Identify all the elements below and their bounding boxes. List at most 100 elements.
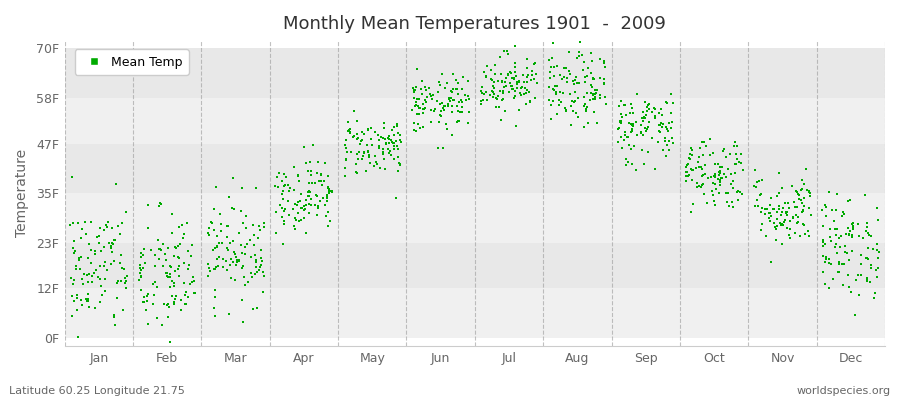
Point [207,206,221,212]
Point [611,139,625,146]
Point [852,292,867,298]
Point [86,279,100,285]
Point [431,89,446,95]
Point [461,92,475,99]
Point [409,128,423,134]
Point [110,295,124,301]
Point [232,258,247,264]
Point [251,234,266,241]
Point [504,83,518,90]
Point [519,73,534,80]
Point [803,193,817,199]
Point [254,247,268,254]
Point [496,96,510,102]
Point [277,220,292,227]
Point [73,266,87,272]
Point [407,95,421,101]
Point [662,120,676,126]
Point [843,196,858,203]
Point [637,114,652,121]
Point [438,84,453,91]
Point [171,254,185,260]
Bar [65,288,885,338]
Point [640,126,654,132]
Point [842,231,856,238]
Point [133,253,148,260]
Point [163,339,177,345]
Point [661,128,675,134]
Point [816,243,831,249]
Point [547,73,562,79]
Point [479,74,493,80]
Point [167,244,182,250]
Point [160,274,175,280]
Point [314,178,328,184]
Point [244,270,258,276]
Point [560,74,574,81]
Point [292,198,307,204]
Point [637,99,652,105]
Point [462,109,476,116]
Point [835,260,850,267]
Point [724,198,739,205]
Bar [65,48,885,98]
Point [774,222,788,228]
Point [788,230,803,237]
Point [728,139,742,145]
Point [832,268,847,275]
Point [349,161,364,168]
Point [748,202,762,209]
Point [727,143,742,149]
Point [688,165,703,171]
Point [796,181,811,187]
Point [832,260,846,267]
Point [827,218,842,224]
Point [815,268,830,275]
Point [822,260,836,267]
Point [870,205,885,211]
Point [616,102,631,108]
Point [625,101,639,107]
Point [684,166,698,172]
Point [775,209,789,216]
Point [183,280,197,287]
Point [764,259,778,265]
Point [111,223,125,230]
Point [202,232,216,238]
Point [351,156,365,162]
Point [856,234,870,241]
Point [647,166,662,172]
Point [273,202,287,208]
Point [523,98,537,104]
Point [860,276,874,282]
Point [772,169,787,176]
Point [376,125,391,131]
Point [422,90,436,97]
Point [66,280,80,287]
Point [137,294,151,300]
Point [292,178,306,185]
Point [634,115,649,121]
Point [706,180,720,186]
Point [660,142,674,148]
Point [67,220,81,226]
Point [713,182,727,188]
Point [487,78,501,85]
Point [202,267,217,274]
Point [663,90,678,97]
Point [491,93,505,99]
Point [445,102,459,109]
Point [281,182,295,188]
Point [683,151,698,158]
Point [720,198,734,205]
Point [133,287,148,293]
Point [695,182,709,188]
Point [486,83,500,89]
Point [593,75,608,81]
Point [389,138,403,144]
Point [311,178,326,184]
Point [824,206,839,213]
Point [837,211,851,218]
Point [648,113,662,120]
Point [202,225,217,232]
